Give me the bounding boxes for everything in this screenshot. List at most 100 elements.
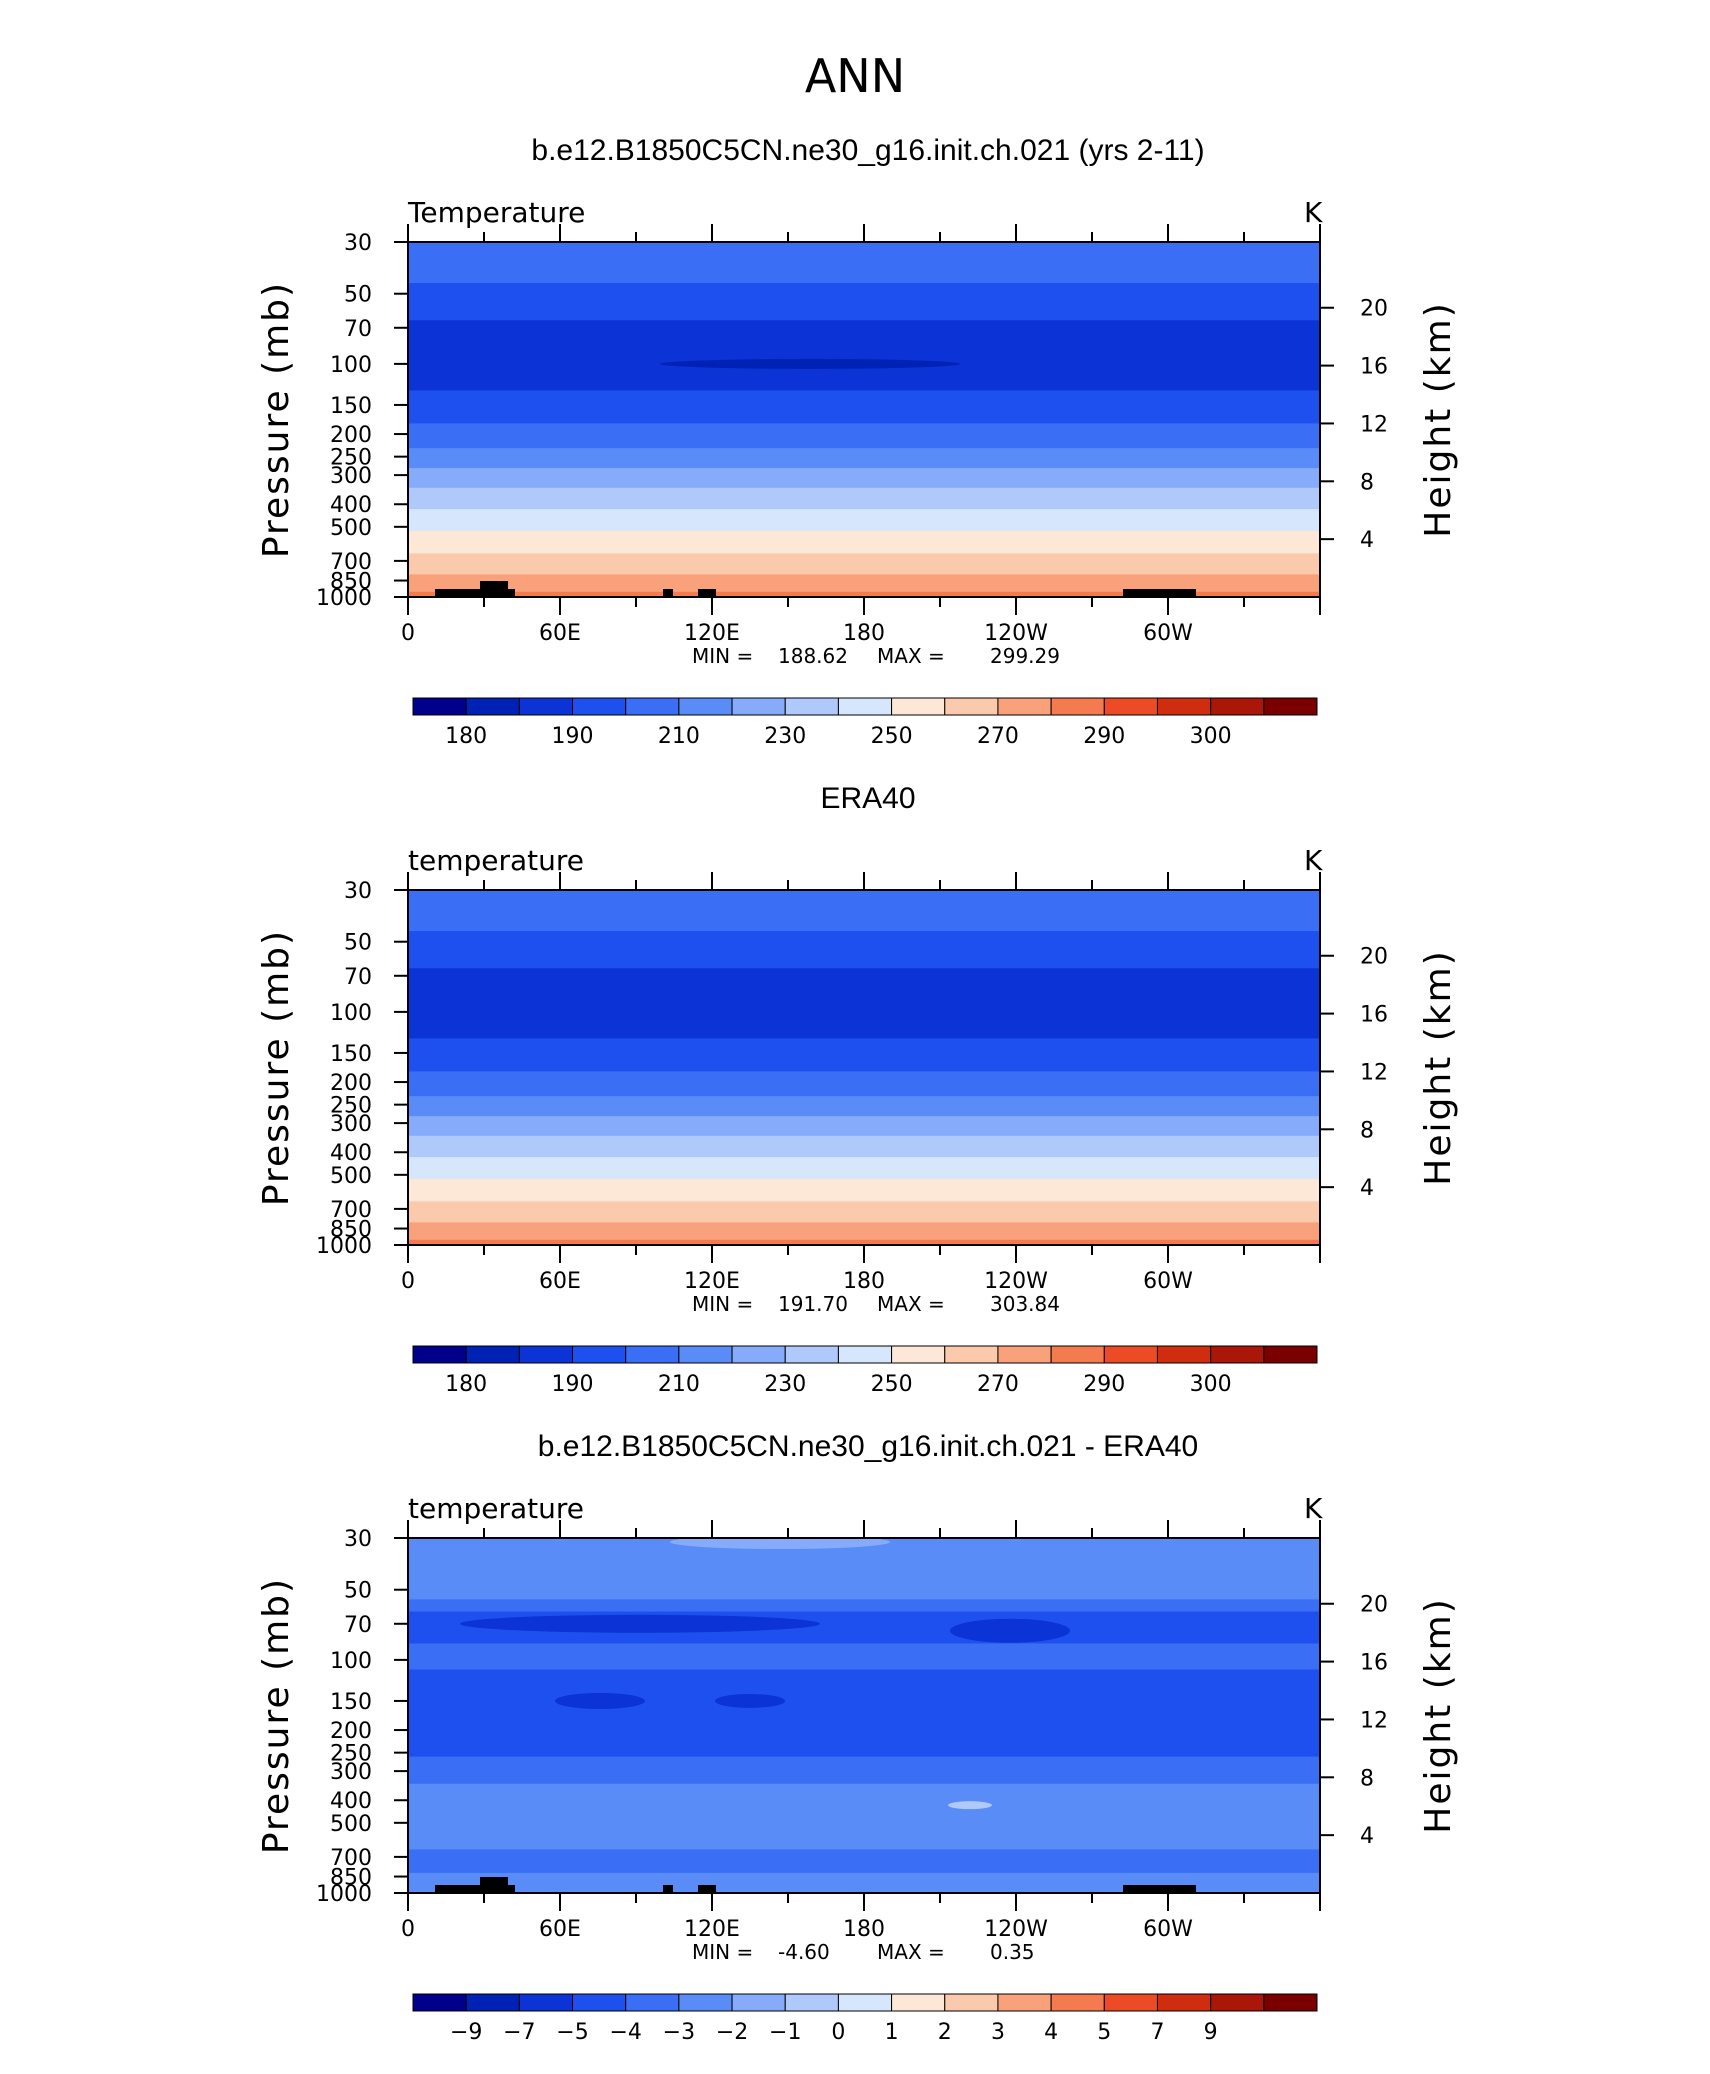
- contour-band: [408, 1178, 1320, 1202]
- y-right-tick-label: 20: [1360, 1593, 1388, 1618]
- y-right-tick-label: 8: [1360, 1766, 1374, 1791]
- colorbar-swatch: [891, 1993, 946, 2012]
- contour-band: [408, 1222, 1320, 1241]
- x-tick-label: 60W: [1143, 1917, 1193, 1942]
- contour-feature: [950, 1618, 1070, 1643]
- colorbar-swatch: [1050, 1345, 1105, 1364]
- contour-feature: [660, 358, 960, 369]
- panel-units-label: K: [1304, 844, 1323, 877]
- y-tick-label: 150: [330, 394, 372, 419]
- x-tick-label: 0: [401, 1269, 415, 1294]
- colorbar-label: 300: [1190, 1372, 1232, 1397]
- contour-band: [408, 448, 1320, 469]
- terrain-block: [480, 1877, 508, 1893]
- y-right-axis-label: Height (km): [1418, 301, 1459, 537]
- colorbar-swatch: [1103, 1993, 1158, 2012]
- colorbar-swatch: [1263, 697, 1318, 716]
- contour-band: [408, 1756, 1320, 1785]
- colorbar-swatch: [678, 1993, 733, 2012]
- colorbar-label: −9: [450, 2020, 482, 2045]
- colorbar-swatch: [837, 1993, 893, 2012]
- y-tick-label: 500: [330, 1164, 372, 1189]
- colorbar-label: −4: [609, 2020, 641, 2045]
- contour-band: [408, 242, 1320, 284]
- panel-1: b.e12.B1850C5CN.ne30_g16.init.ch.021 (yr…: [256, 134, 1459, 749]
- contour-band: [408, 320, 1320, 391]
- colorbar-swatch: [1103, 1345, 1158, 1364]
- panel-2: ERA40 temperature K 0 60E 120E 180 120W 60W 30 50 7…: [256, 782, 1459, 1397]
- colorbar-swatch: [997, 1993, 1052, 2012]
- colorbar-swatch: [1210, 697, 1265, 716]
- contour-band: [408, 509, 1320, 532]
- y-axis-label: Pressure (mb): [256, 281, 297, 558]
- y-tick-label: 250: [330, 446, 372, 471]
- contour-band: [408, 1599, 1320, 1612]
- y-right-tick-label: 16: [1360, 1651, 1388, 1676]
- contour-band: [408, 1135, 1320, 1158]
- min-label: MIN =: [692, 1292, 753, 1316]
- contour-band: [408, 390, 1320, 424]
- colorbar-label: 4: [1044, 2020, 1058, 2045]
- y-tick-label: 250: [330, 1742, 372, 1767]
- contour-band: [408, 1849, 1320, 1874]
- y-tick-label: 300: [330, 1760, 372, 1785]
- contour-band: [408, 931, 1320, 969]
- y-tick-label: 70: [344, 1613, 372, 1638]
- y-tick-label: 30: [344, 879, 372, 904]
- y-right-tick-label: 16: [1360, 355, 1388, 380]
- y-tick-label: 200: [330, 423, 372, 448]
- colorbar-swatch: [1103, 697, 1158, 716]
- colorbar-swatch: [572, 697, 627, 716]
- terrain-block: [698, 1885, 716, 1893]
- colorbar-swatch: [1050, 697, 1105, 716]
- terrain-block: [1123, 589, 1196, 597]
- colorbar-label: 290: [1083, 1372, 1125, 1397]
- colorbar-swatch: [731, 697, 786, 716]
- contour-feature: [715, 1693, 785, 1708]
- contour-band: [408, 468, 1320, 489]
- colorbar-swatch: [944, 1993, 999, 2012]
- y-axis-label: Pressure (mb): [256, 1577, 297, 1854]
- colorbar-swatch: [1210, 1993, 1265, 2012]
- colorbar-swatch: [678, 697, 733, 716]
- y-tick-label: 100: [330, 1001, 372, 1026]
- y-right-tick-label: 16: [1360, 1003, 1388, 1028]
- contour-band: [408, 487, 1320, 510]
- panels: b.e12.B1850C5CN.ne30_g16.init.ch.021 (yr…: [256, 134, 1459, 2045]
- colorbar-label: −7: [503, 2020, 535, 2045]
- contour-band: [408, 1201, 1320, 1223]
- y-right-tick-label: 20: [1360, 297, 1388, 322]
- colorbar-swatch: [412, 1345, 467, 1364]
- y-tick-label: 400: [330, 1789, 372, 1814]
- y-tick-label: 1000: [316, 1882, 372, 1907]
- contour-band: [408, 1538, 1320, 1600]
- colorbar-label: 180: [445, 1372, 487, 1397]
- y-tick-label: 30: [344, 231, 372, 256]
- y-tick-label: 500: [330, 516, 372, 541]
- panel-left-label: temperature: [408, 844, 584, 877]
- colorbar-label: 270: [977, 1372, 1019, 1397]
- colorbar-swatch: [891, 1345, 946, 1364]
- terrain-block: [435, 1885, 515, 1893]
- contour-bands: [408, 1538, 1320, 1893]
- colorbar-label: 230: [764, 724, 806, 749]
- colorbar-swatch: [1156, 1345, 1212, 1364]
- colorbar-swatch: [518, 1993, 574, 2012]
- figure-title: ANN: [805, 49, 905, 103]
- colorbar-swatch: [944, 697, 999, 716]
- colorbar-swatch: [784, 1993, 839, 2012]
- colorbar-swatch: [731, 1993, 786, 2012]
- y-tick-label: 70: [344, 317, 372, 342]
- x-tick-label: 180: [843, 621, 885, 646]
- colorbar-label: 210: [658, 1372, 700, 1397]
- y-right-tick-label: 20: [1360, 945, 1388, 970]
- colorbar-swatch: [465, 1993, 520, 2012]
- y-tick-label: 50: [344, 931, 372, 956]
- y-right-tick-label: 4: [1360, 1176, 1374, 1201]
- panel-left-label: Temperature: [407, 196, 585, 229]
- min-value: 191.70: [778, 1292, 848, 1316]
- y-tick-label: 150: [330, 1690, 372, 1715]
- max-value: 299.29: [990, 644, 1060, 668]
- colorbar-swatch: [518, 697, 574, 716]
